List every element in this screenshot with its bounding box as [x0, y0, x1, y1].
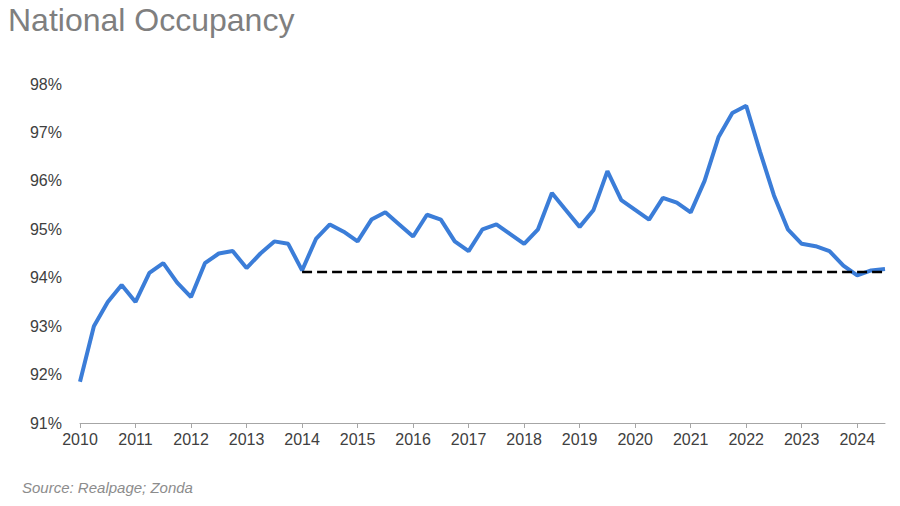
svg-text:2015: 2015 — [340, 431, 376, 448]
svg-text:2013: 2013 — [229, 431, 265, 448]
svg-text:2019: 2019 — [562, 431, 598, 448]
svg-text:98%: 98% — [30, 76, 62, 93]
svg-text:92%: 92% — [30, 366, 62, 383]
svg-text:2018: 2018 — [506, 431, 542, 448]
svg-text:Source: Realpage; Zonda: Source: Realpage; Zonda — [22, 479, 193, 496]
svg-text:91%: 91% — [30, 415, 62, 432]
svg-text:96%: 96% — [30, 172, 62, 189]
svg-text:2016: 2016 — [395, 431, 431, 448]
svg-text:2010: 2010 — [62, 431, 98, 448]
svg-text:2012: 2012 — [173, 431, 209, 448]
svg-text:2011: 2011 — [118, 431, 153, 448]
svg-text:94%: 94% — [30, 269, 62, 286]
svg-text:National Occupancy: National Occupancy — [8, 2, 294, 38]
svg-text:97%: 97% — [30, 124, 62, 141]
svg-text:93%: 93% — [30, 318, 62, 335]
svg-text:2017: 2017 — [451, 431, 487, 448]
svg-text:2023: 2023 — [784, 431, 820, 448]
svg-text:2020: 2020 — [617, 431, 653, 448]
svg-text:95%: 95% — [30, 221, 62, 238]
svg-text:2014: 2014 — [284, 431, 320, 448]
svg-text:2021: 2021 — [673, 431, 709, 448]
svg-text:2022: 2022 — [728, 431, 764, 448]
svg-text:2024: 2024 — [839, 431, 875, 448]
